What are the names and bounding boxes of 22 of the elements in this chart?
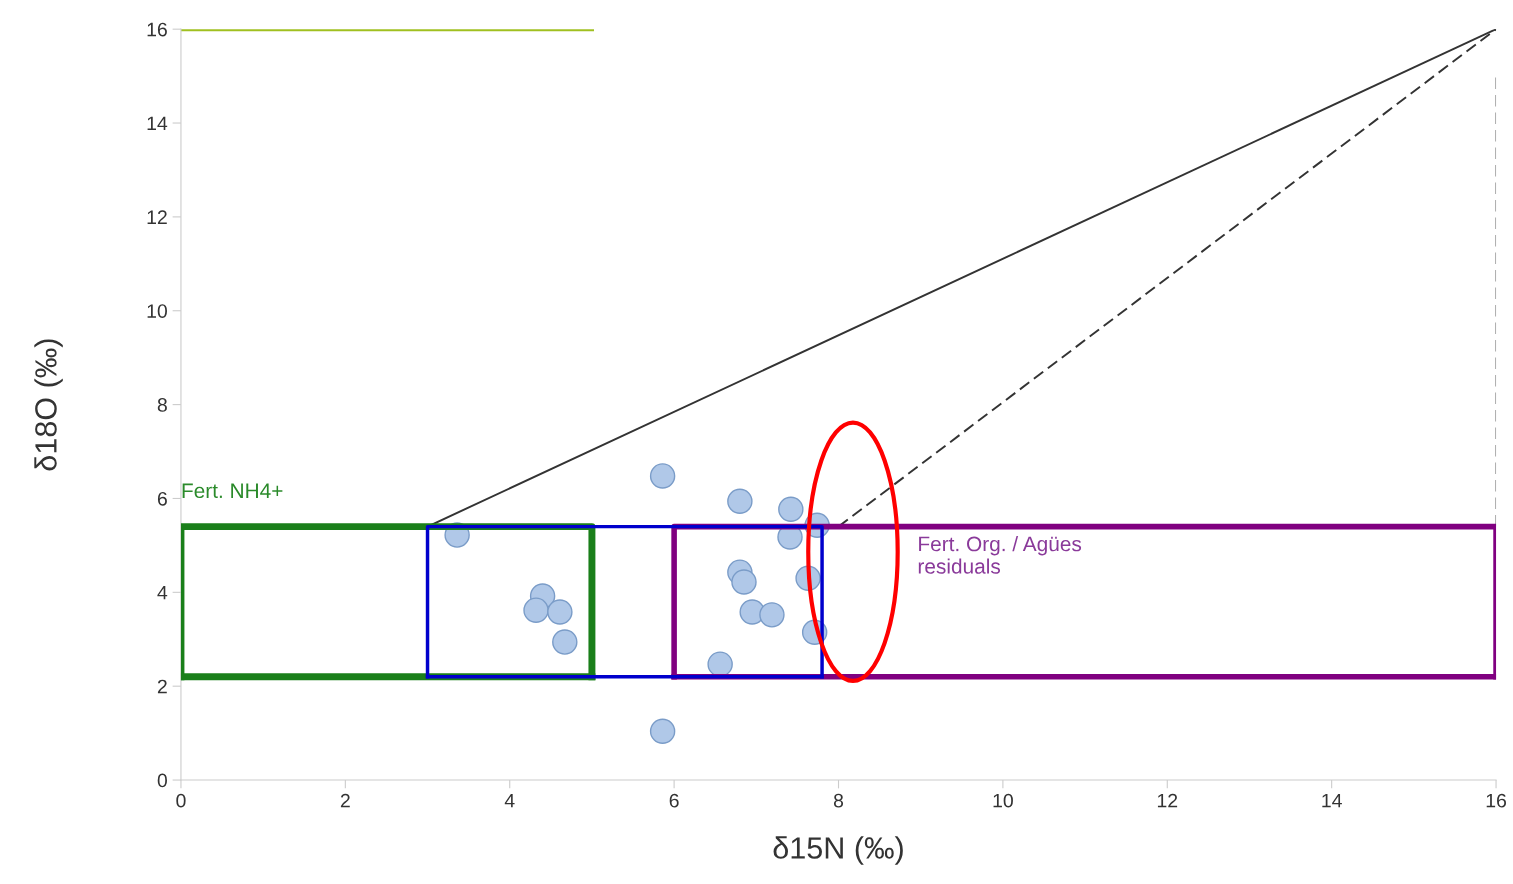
x-tick-label: 12 <box>1157 793 1178 808</box>
annotation: Fert. Org. / Agües residuals <box>918 536 1082 574</box>
x-tick-label: 16 <box>1486 793 1507 808</box>
x-tick-label: 10 <box>993 793 1013 808</box>
x-axis-title: δ15N (‰) <box>773 836 903 865</box>
x-tick-label: 6 <box>669 793 679 808</box>
y-axis-title: δ18O (‰) <box>34 339 63 471</box>
y-tick-label: 4 <box>157 585 168 600</box>
x-tick-label: 2 <box>340 793 350 808</box>
y-tick-label: 10 <box>147 304 167 318</box>
y-tick-label: 16 <box>147 22 167 37</box>
y-tick-label: 14 <box>147 116 168 131</box>
x-tick-label: 14 <box>1322 793 1342 808</box>
annotation: Fert. NH4+ <box>182 483 283 499</box>
y-tick-label: 0 <box>157 773 167 788</box>
x-tick-label: 8 <box>833 793 844 808</box>
y-tick-label: 2 <box>157 679 167 694</box>
x-tick-label: 0 <box>176 793 186 808</box>
x-tick-label: 4 <box>504 793 515 808</box>
y-tick-label: 8 <box>157 398 167 412</box>
y-tick-label: 12 <box>147 210 167 224</box>
y-tick-label: 6 <box>157 491 167 506</box>
